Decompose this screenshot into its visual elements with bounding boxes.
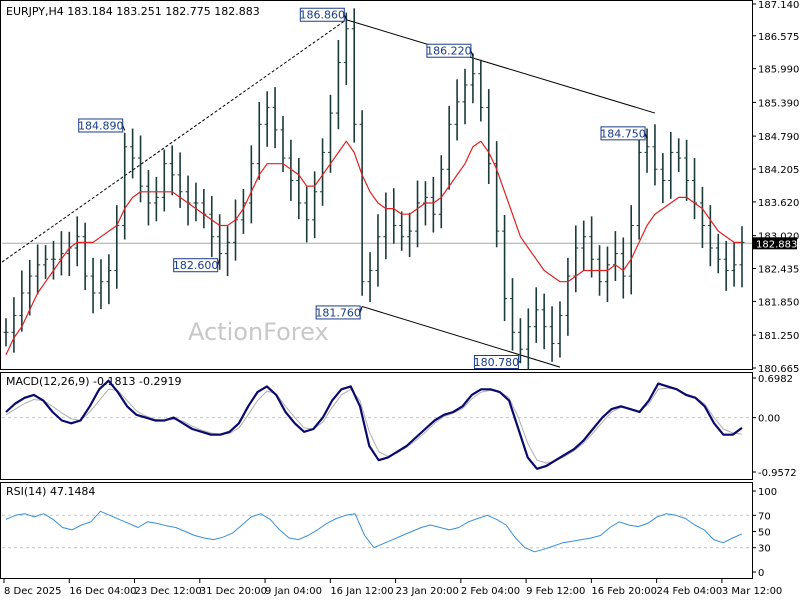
price-y-tick-label: 181.850	[758, 297, 799, 308]
rsi-y-tick-label: 30	[758, 544, 771, 555]
price-y-tick-label: 184.205	[758, 165, 799, 176]
price-pane-title: EURJPY,H4 183.184 183.251 182.775 182.88…	[6, 5, 260, 18]
price-y-tick-label: 181.250	[758, 331, 799, 342]
price-y-tick-label: 185.990	[758, 65, 799, 76]
swing-label-text: 182.600	[173, 259, 219, 272]
macd-pane-title: MACD(12,26,9) -0.1813 -0.2919	[6, 375, 181, 388]
x-tick-label: 3 Mar 12:00	[722, 586, 782, 597]
rsi-y-tick-label: 70	[758, 511, 771, 522]
x-tick-label: 9 Jan 04:00	[265, 586, 322, 597]
price-y-tick-label: 185.390	[758, 98, 799, 109]
watermark-text: ActionForex	[188, 318, 329, 346]
rsi-y-tick-label: 100	[758, 487, 777, 498]
x-tick-label: 24 Feb 04:00	[657, 586, 723, 597]
x-tick-label: 16 Feb 20:00	[591, 586, 657, 597]
macd-y-tick-label: -0.9572	[758, 468, 797, 479]
swing-label-text: 181.760	[315, 306, 361, 319]
price-y-tick-label: 184.790	[758, 132, 799, 143]
swing-label-text: 184.890	[78, 119, 124, 132]
rsi-y-tick-label: 0	[758, 568, 764, 579]
swing-label-text: 186.860	[300, 9, 346, 22]
x-tick-label: 31 Dec 20:00	[200, 586, 267, 597]
x-tick-label: 23 Jan 20:00	[396, 586, 459, 597]
price-y-tick-label: 186.575	[758, 32, 799, 43]
swing-label-text: 186.220	[426, 45, 472, 58]
rsi-y-tick-label: 50	[758, 528, 771, 539]
swing-label-text: 180.780	[474, 356, 520, 369]
x-tick-label: 23 Dec 12:00	[135, 586, 202, 597]
x-tick-label: 8 Dec 2025	[4, 586, 62, 597]
macd-y-tick-label: 0.6982	[758, 374, 793, 385]
x-tick-label: 9 Feb 12:00	[526, 586, 585, 597]
current-price-label: 182.883	[756, 239, 797, 250]
price-y-tick-label: 183.620	[758, 198, 799, 209]
macd-y-tick-label: 0.00	[758, 414, 780, 425]
swing-label-text: 184.750	[600, 127, 646, 140]
x-tick-label: 16 Dec 04:00	[69, 586, 136, 597]
price-y-tick-label: 187.140	[758, 0, 799, 11]
x-tick-label: 16 Jan 12:00	[330, 586, 393, 597]
price-y-tick-label: 182.435	[758, 264, 799, 275]
rsi-pane-title: RSI(14) 47.1484	[6, 485, 95, 498]
x-tick-label: 2 Feb 04:00	[461, 586, 520, 597]
